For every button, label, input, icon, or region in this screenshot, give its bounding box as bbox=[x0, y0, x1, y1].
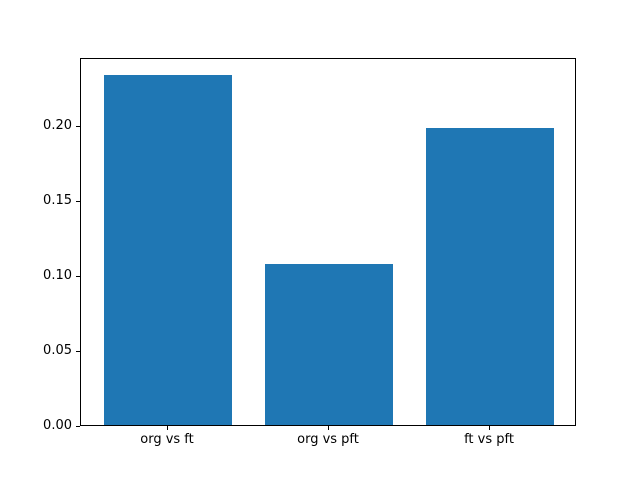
x-tick-label: org vs pft bbox=[297, 432, 359, 447]
y-tick-label: 0.00 bbox=[43, 418, 72, 433]
y-tick-mark bbox=[76, 276, 80, 277]
y-tick-mark bbox=[76, 351, 80, 352]
bar-ft-vs-pft bbox=[425, 128, 555, 425]
y-tick-mark bbox=[76, 201, 80, 202]
y-tick-label: 0.20 bbox=[43, 118, 72, 133]
y-tick-mark bbox=[76, 126, 80, 127]
y-tick-label: 0.05 bbox=[43, 343, 72, 358]
x-tick-mark bbox=[167, 426, 168, 430]
bar-org-vs-pft bbox=[264, 264, 394, 425]
y-tick-label: 0.15 bbox=[43, 193, 72, 208]
plot-area bbox=[80, 58, 576, 426]
y-tick-label: 0.10 bbox=[43, 268, 72, 283]
x-tick-label: org vs ft bbox=[140, 432, 194, 447]
y-tick-mark bbox=[76, 426, 80, 427]
x-tick-mark bbox=[489, 426, 490, 430]
x-tick-label: ft vs pft bbox=[464, 432, 514, 447]
bars-group bbox=[81, 59, 575, 425]
bar-org-vs-ft bbox=[103, 74, 233, 425]
x-tick-mark bbox=[328, 426, 329, 430]
